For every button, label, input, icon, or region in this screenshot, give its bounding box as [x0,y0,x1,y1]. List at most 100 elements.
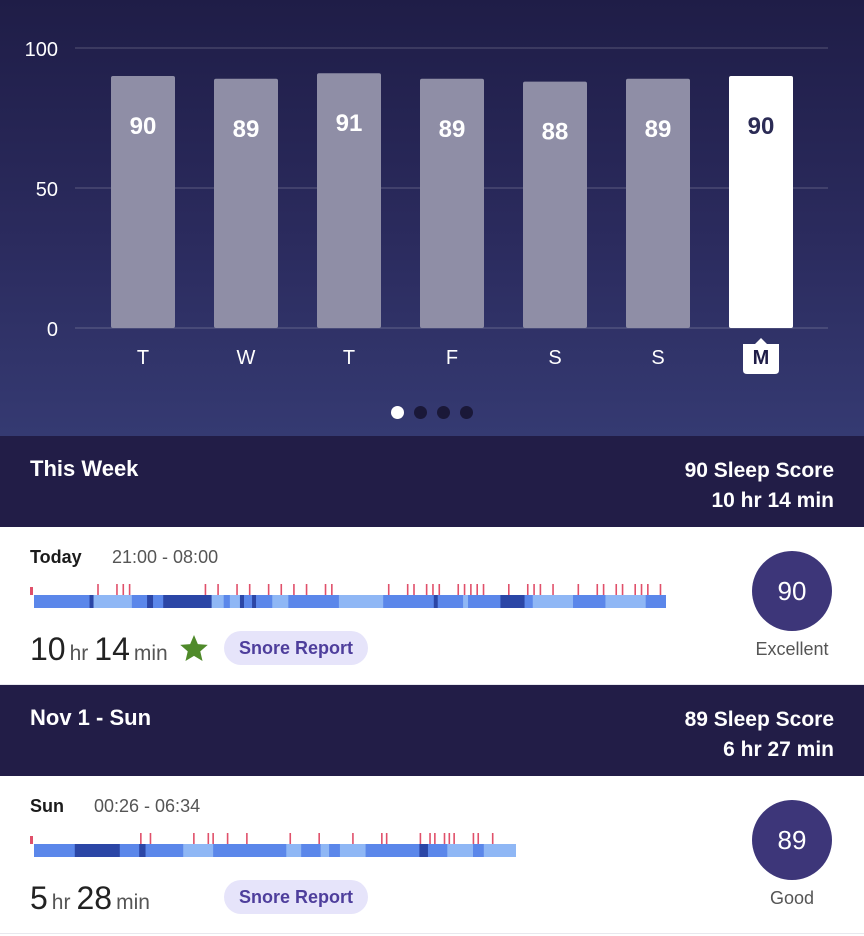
x-tick-label[interactable]: T [137,347,149,369]
snore-mark [331,584,333,595]
star-icon [180,635,208,661]
page-dot[interactable] [414,406,427,419]
snore-mark [97,584,99,595]
stage-segment [433,595,438,608]
stage-segment [463,595,469,608]
stage-segment [437,595,464,608]
y-tick-label: 100 [25,39,58,61]
duration-hours: 5 [30,880,48,916]
bar-value-label: 89 [439,116,466,143]
snore-mark [508,584,510,595]
snore-mark [443,833,446,844]
x-tick-label[interactable]: S [651,347,664,369]
snore-mark [429,833,431,844]
stage-segment [320,844,330,857]
nov1-week-header[interactable]: Nov 1 - Sun 89 Sleep Score 6 hr 27 min [0,685,864,776]
stage-segment [213,844,287,857]
snore-mark [381,833,383,844]
week-duration: 6 hr 27 min [723,738,834,761]
stage-segment [339,844,366,857]
snore-mark [204,584,207,595]
stage-segment [211,595,224,608]
sleep-score-rating: Excellent [755,639,829,659]
snore-mark [193,833,195,844]
week-summary: 89 Sleep Score 6 hr 27 min [685,705,834,765]
duration-minutes: 28 [76,880,113,916]
snore-mark [149,833,152,844]
stage-segment [229,595,240,608]
snore-mark [318,833,320,844]
snore-mark [413,584,415,595]
bar[interactable] [729,76,793,328]
stage-segment [183,844,214,857]
this-week-header[interactable]: This Week 90 Sleep Score 10 hr 14 min [0,436,864,527]
week-summary: 90 Sleep Score 10 hr 14 min [685,456,834,516]
snore-mark [432,584,434,595]
bar[interactable] [111,76,175,328]
bar[interactable] [523,81,587,328]
stage-segment [427,844,448,857]
selected-day-badge [743,338,779,374]
snore-report-button[interactable]: Snore Report [224,631,369,665]
bar-value-label: 91 [336,110,363,137]
snore-mark [212,833,214,844]
sleep-score-circle: 90 [752,551,832,631]
stage-segment [288,595,339,608]
stage-segment [243,595,253,608]
stage-segment [131,595,148,608]
snore-mark [539,584,542,595]
snore-mark [116,584,118,595]
snore-mark [491,833,494,844]
y-tick-label: 50 [36,179,58,201]
snore-mark [634,584,636,595]
page-dot[interactable] [437,406,450,419]
page-dot[interactable] [391,406,404,419]
stage-segment [145,844,184,857]
sleep-score-rating: Good [769,888,815,908]
stage-segment [500,595,525,608]
stage-segment [252,595,257,608]
stage-segment [223,595,230,608]
duration-minutes: 14 [94,631,130,667]
snore-mark [140,833,142,844]
sleep-stage-timeline [30,833,516,857]
snore-mark [236,584,238,595]
stage-segment [89,595,94,608]
week-duration: 10 hr 14 min [711,489,834,512]
night-row-sun[interactable]: Sun 00:26 - 06:34 5 hr 28 min Snore Report … [0,776,864,934]
bar-value-label: 90 [130,113,157,140]
snore-mark [596,584,599,595]
bar[interactable] [420,78,484,328]
stage-segment [139,844,146,857]
night-row-today[interactable]: Today 21:00 - 08:00 10 hr 14 min Snore Repo… [0,527,864,685]
bar-value-label: 89 [645,116,672,143]
stage-segment [34,844,75,857]
x-tick-label[interactable]: M [753,347,770,369]
bar-value-label: 90 [748,113,775,140]
x-tick-label[interactable]: W [237,347,256,369]
snore-mark [476,584,478,595]
week-sleep-score: 89 Sleep Score [684,708,834,731]
stage-segment [365,844,420,857]
bar[interactable] [626,78,690,328]
sleep-score-circle: 89 [752,800,832,880]
snore-mark [472,833,475,844]
duration-minutes-unit: min [116,891,150,914]
snore-mark [470,584,472,595]
stage-segment [524,595,533,608]
x-tick-label[interactable]: S [548,347,561,369]
night-day-label: Today [30,547,82,567]
week-sleep-score: 90 Sleep Score [684,459,834,482]
x-tick-label[interactable]: F [446,347,458,369]
bar[interactable] [317,73,381,328]
stage-segment [93,595,132,608]
page-dot[interactable] [460,406,473,419]
bar-value-label: 89 [233,116,260,143]
snore-mark [217,584,219,595]
snore-report-button[interactable]: Snore Report [224,880,369,914]
duration-hours-unit: hr [51,891,71,914]
x-tick-label[interactable]: T [343,347,355,369]
sleep-score-bar-chart: 100 50 0 90 T 89 W 91 T 89 F 88 S 89 S 90 M [25,39,828,374]
stage-segment [468,595,501,608]
bar[interactable] [214,78,278,328]
